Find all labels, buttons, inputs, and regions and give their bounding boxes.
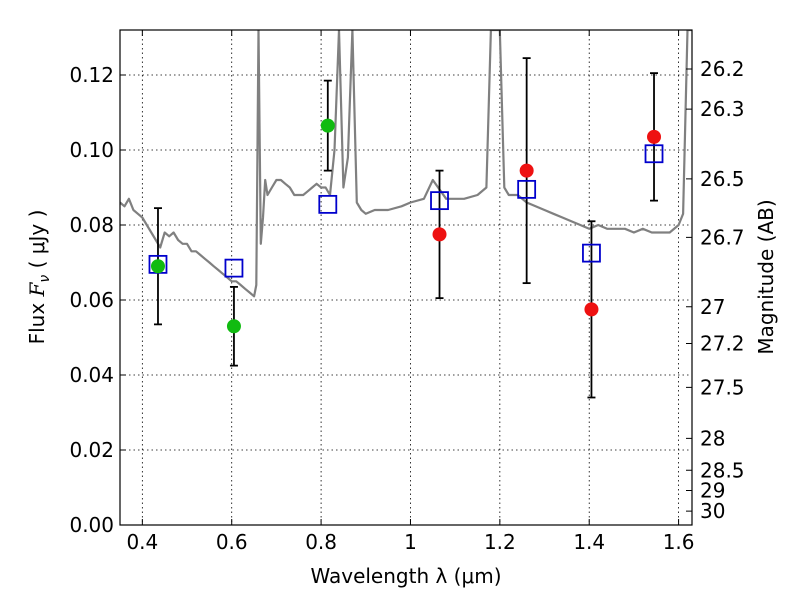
- observed-point: [150, 259, 165, 274]
- y2-tick-label: 28.5: [700, 458, 745, 482]
- x-tick-label: 1.2: [484, 530, 516, 554]
- y2-tick-label: 27: [700, 295, 725, 319]
- observed-point: [584, 302, 599, 317]
- y-tick-label: 0.04: [69, 363, 114, 387]
- x-tick-label: 0.4: [126, 530, 158, 554]
- grid: [120, 30, 692, 525]
- y-tick-label: 0.10: [69, 138, 114, 162]
- y2-tick-label: 26.3: [700, 97, 745, 121]
- y2-tick-label: 28: [700, 426, 725, 450]
- x-tick-label: 1: [404, 530, 417, 554]
- model-square-point: [517, 179, 537, 199]
- observed-point: [320, 118, 335, 133]
- y2-tick-label: 29: [700, 479, 725, 503]
- model-square-point: [224, 258, 244, 278]
- y2-tick-label: 30: [700, 499, 725, 523]
- y-axis-label-suffix: ( μJy ): [25, 210, 49, 275]
- spectrum-line: [120, 30, 692, 298]
- x-tick-label: 1.6: [663, 530, 695, 554]
- tick-layer: 0.4 0.6 0.8 1 1.2 1.4 1.6 0.00 0.02 0.04 0.06 0.08 0…: [69, 30, 745, 554]
- observed-point: [647, 129, 662, 144]
- observed-point: [519, 163, 534, 178]
- y2-tick-label: 26.2: [700, 57, 745, 81]
- model-square-point: [644, 144, 664, 164]
- observed-point: [226, 319, 241, 334]
- y-tick-label: 0.12: [69, 63, 114, 87]
- y2-tick-label: 26.7: [700, 225, 745, 249]
- y-tick-label: 0.00: [69, 513, 114, 537]
- points-layer: [148, 57, 664, 399]
- y-axis-label-prefix: Flux: [25, 296, 49, 344]
- x-tick-label: 0.6: [216, 530, 248, 554]
- y-axis-label-symbol: F: [25, 281, 49, 297]
- y-axis-label-subscript: ν: [37, 275, 53, 283]
- model-square-point: [318, 194, 338, 214]
- y2-tick-label: 27.2: [700, 332, 745, 356]
- y2-tick-label: 26.5: [700, 167, 745, 191]
- y2-tick-label: 27.5: [700, 375, 745, 399]
- secondary-y-axis-label: Magnitude (AB): [754, 199, 778, 354]
- x-tick-label: 1.4: [573, 530, 605, 554]
- y-axis-label: Flux Fν ( μJy ): [25, 210, 53, 345]
- model-square-point: [430, 191, 449, 211]
- y-tick-label: 0.08: [69, 213, 114, 237]
- x-axis-label: Wavelength λ (μm): [310, 564, 501, 588]
- y-tick-label: 0.02: [69, 438, 114, 462]
- x-tick-label: 0.8: [305, 530, 337, 554]
- observed-point: [432, 227, 447, 242]
- spectrum-layer: [120, 30, 692, 298]
- plot-frame: [119, 29, 693, 526]
- model-square-point: [582, 243, 601, 263]
- y-tick-label: 0.06: [69, 288, 114, 312]
